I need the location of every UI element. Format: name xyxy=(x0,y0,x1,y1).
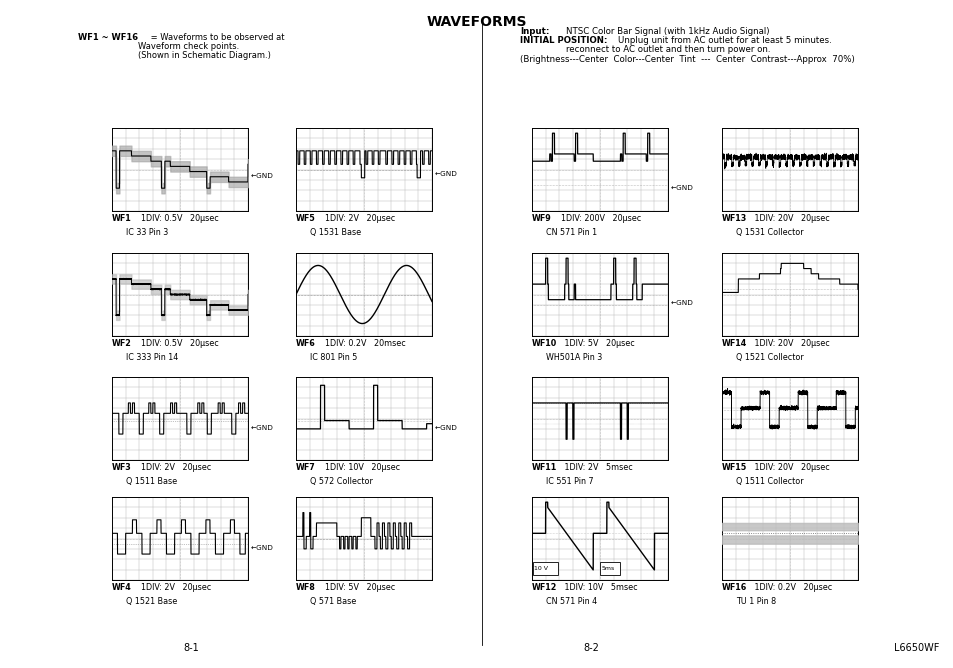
Text: IC 551 Pin 7: IC 551 Pin 7 xyxy=(546,477,594,486)
Text: ←GND: ←GND xyxy=(435,426,457,432)
Text: 5ms: 5ms xyxy=(600,566,614,571)
FancyBboxPatch shape xyxy=(533,562,558,574)
Text: CN 571 Pin 4: CN 571 Pin 4 xyxy=(546,597,597,606)
Text: WF2: WF2 xyxy=(112,339,132,348)
Text: WF11: WF11 xyxy=(532,464,557,472)
Text: Q 1511 Collector: Q 1511 Collector xyxy=(736,477,803,486)
Text: IC 33 Pin 3: IC 33 Pin 3 xyxy=(126,228,169,236)
Text: WF9: WF9 xyxy=(532,214,551,223)
Text: 1DIV: 20V   20μsec: 1DIV: 20V 20μsec xyxy=(746,339,829,348)
Text: 1DIV: 0.2V   20msec: 1DIV: 0.2V 20msec xyxy=(314,339,405,348)
Text: WF1: WF1 xyxy=(112,214,132,223)
Text: WF13: WF13 xyxy=(721,214,746,223)
Text: Q 571 Base: Q 571 Base xyxy=(310,597,356,606)
Text: ←GND: ←GND xyxy=(670,300,693,306)
Text: (Shown in Schematic Diagram.): (Shown in Schematic Diagram.) xyxy=(138,51,271,59)
Text: WF15: WF15 xyxy=(721,464,746,472)
Text: Q 1531 Base: Q 1531 Base xyxy=(310,228,361,236)
Text: 1DIV: 20V   20μsec: 1DIV: 20V 20μsec xyxy=(746,464,829,472)
Text: ←GND: ←GND xyxy=(251,173,274,179)
Text: IC 333 Pin 14: IC 333 Pin 14 xyxy=(126,353,178,361)
Text: Q 1521 Collector: Q 1521 Collector xyxy=(736,353,803,361)
Text: = Waveforms to be observed at: = Waveforms to be observed at xyxy=(148,33,284,42)
Text: WF5: WF5 xyxy=(295,214,315,223)
Text: IC 801 Pin 5: IC 801 Pin 5 xyxy=(310,353,357,361)
Text: Q 1531 Collector: Q 1531 Collector xyxy=(736,228,803,236)
Text: TU 1 Pin 8: TU 1 Pin 8 xyxy=(736,597,776,606)
Text: WF3: WF3 xyxy=(112,464,132,472)
Text: WH501A Pin 3: WH501A Pin 3 xyxy=(546,353,602,361)
Text: ←GND: ←GND xyxy=(251,426,274,432)
Text: 10 V: 10 V xyxy=(534,566,547,571)
Text: ←GND: ←GND xyxy=(251,546,274,552)
Text: Waveform check points.: Waveform check points. xyxy=(138,42,239,51)
Text: 1DIV: 5V   20μsec: 1DIV: 5V 20μsec xyxy=(557,339,634,348)
Text: 1DIV: 2V   20μsec: 1DIV: 2V 20μsec xyxy=(131,583,211,593)
Text: WF10: WF10 xyxy=(532,339,557,348)
Text: Q 1511 Base: Q 1511 Base xyxy=(126,477,177,486)
Text: WAVEFORMS: WAVEFORMS xyxy=(426,15,527,29)
Text: (Brightness---Center  Color---Center  Tint  ---  Center  Contrast---Approx  70%): (Brightness---Center Color---Center Tint… xyxy=(519,55,854,63)
Text: WF16: WF16 xyxy=(721,583,746,593)
Text: ←GND: ←GND xyxy=(670,185,693,191)
Text: WF7: WF7 xyxy=(295,464,315,472)
Text: 8-1: 8-1 xyxy=(183,643,198,653)
Text: WF8: WF8 xyxy=(295,583,315,593)
Text: 1DIV: 200V   20μsec: 1DIV: 200V 20μsec xyxy=(550,214,640,223)
Text: INITIAL POSITION:: INITIAL POSITION: xyxy=(519,36,607,45)
Text: Q 1521 Base: Q 1521 Base xyxy=(126,597,177,606)
Text: Unplug unit from AC outlet for at least 5 minutes.: Unplug unit from AC outlet for at least … xyxy=(618,36,831,45)
Text: WF12: WF12 xyxy=(532,583,557,593)
Text: 1DIV: 0.5V   20μsec: 1DIV: 0.5V 20μsec xyxy=(131,339,218,348)
Text: 1DIV: 2V   20μsec: 1DIV: 2V 20μsec xyxy=(314,214,395,223)
Text: 1DIV: 0.2V   20μsec: 1DIV: 0.2V 20μsec xyxy=(746,583,831,593)
Text: 1DIV: 0.5V   20μsec: 1DIV: 0.5V 20μsec xyxy=(131,214,218,223)
Text: 1DIV: 5V   20μsec: 1DIV: 5V 20μsec xyxy=(314,583,395,593)
Text: WF1 ~ WF16: WF1 ~ WF16 xyxy=(78,33,138,42)
Text: 1DIV: 20V   20μsec: 1DIV: 20V 20μsec xyxy=(746,214,829,223)
Text: L6650WF: L6650WF xyxy=(893,643,939,653)
Text: 1DIV: 10V   20μsec: 1DIV: 10V 20μsec xyxy=(314,464,399,472)
Text: 8-2: 8-2 xyxy=(583,643,598,653)
Text: ←GND: ←GND xyxy=(435,170,457,176)
Text: Input:: Input: xyxy=(519,27,549,35)
Text: 1DIV: 2V   5msec: 1DIV: 2V 5msec xyxy=(557,464,632,472)
Text: WF4: WF4 xyxy=(112,583,132,593)
Text: Q 572 Collector: Q 572 Collector xyxy=(310,477,373,486)
FancyBboxPatch shape xyxy=(599,562,619,574)
Text: WF6: WF6 xyxy=(295,339,315,348)
Text: NTSC Color Bar Signal (with 1kHz Audio Signal): NTSC Color Bar Signal (with 1kHz Audio S… xyxy=(565,27,768,35)
Text: WF14: WF14 xyxy=(721,339,746,348)
Text: 1DIV: 10V   5msec: 1DIV: 10V 5msec xyxy=(557,583,637,593)
Text: 1DIV: 2V   20μsec: 1DIV: 2V 20μsec xyxy=(131,464,211,472)
Text: CN 571 Pin 1: CN 571 Pin 1 xyxy=(546,228,597,236)
Text: reconnect to AC outlet and then turn power on.: reconnect to AC outlet and then turn pow… xyxy=(565,45,769,54)
